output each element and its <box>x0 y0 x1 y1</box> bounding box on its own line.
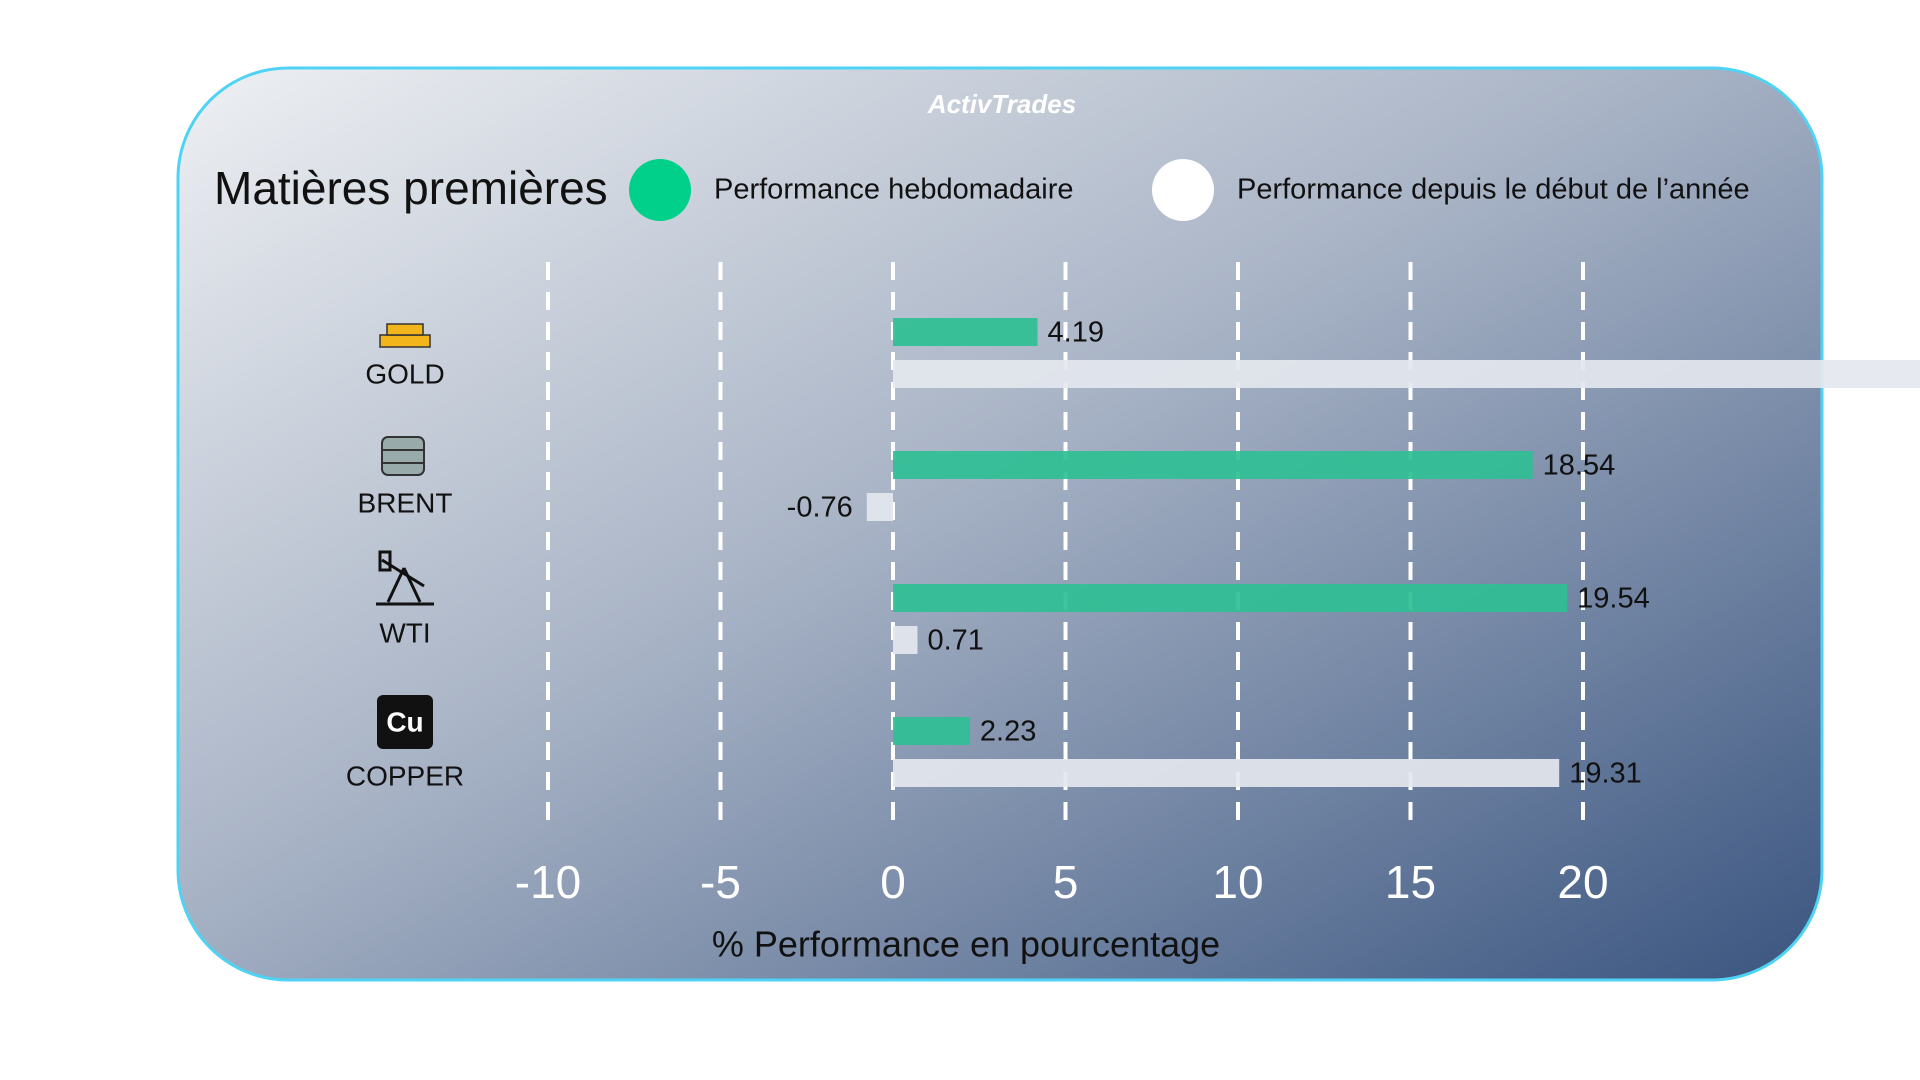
svg-text:Cu: Cu <box>386 706 423 737</box>
legend-swatch <box>629 159 691 221</box>
x-axis-label: % Performance en pourcentage <box>712 924 1220 965</box>
value-label: 2.23 <box>980 716 1036 748</box>
bar <box>893 584 1568 612</box>
legend-swatch <box>1152 159 1214 221</box>
category-label: GOLD <box>365 358 444 389</box>
x-tick-label: 15 <box>1385 856 1436 908</box>
bar <box>893 717 970 745</box>
x-tick-label: -10 <box>515 856 581 908</box>
bar <box>893 360 1920 388</box>
value-label: 18.54 <box>1543 450 1616 482</box>
bar <box>866 493 893 521</box>
category-label: WTI <box>379 617 430 648</box>
x-tick-label: -5 <box>700 856 741 908</box>
value-label: 4.19 <box>1048 317 1104 349</box>
icons: Cu <box>376 323 434 749</box>
value-label: -0.76 <box>787 492 853 524</box>
bar <box>893 318 1038 346</box>
legend-label: Performance hebdomadaire <box>714 174 1073 206</box>
value-label: 19.54 <box>1577 583 1650 615</box>
bar <box>893 451 1533 479</box>
category-label: COPPER <box>346 760 464 791</box>
gold-icon <box>379 323 431 348</box>
legend-label: Performance depuis le début de l’année <box>1237 174 1750 206</box>
bar <box>893 759 1560 787</box>
pump-icon <box>376 550 434 606</box>
value-label: 0.71 <box>927 625 983 657</box>
bar <box>893 626 918 654</box>
copper-icon: Cu <box>377 695 433 749</box>
category-label: BRENT <box>358 487 453 518</box>
barrel-icon <box>381 436 425 476</box>
x-tick-label: 20 <box>1557 856 1608 908</box>
brand: ActivTrades <box>927 89 1076 119</box>
x-tick-label: 5 <box>1053 856 1079 908</box>
x-tick-label: 0 <box>880 856 906 908</box>
x-tick-label: 10 <box>1212 856 1263 908</box>
value-label: 19.31 <box>1569 758 1642 790</box>
chart-title: Matières premières <box>214 162 608 214</box>
